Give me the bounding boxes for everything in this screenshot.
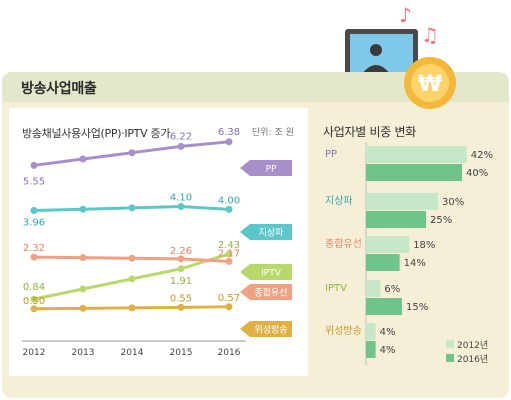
- bar-2012년: [366, 280, 381, 297]
- data-point-지상파: [128, 204, 136, 212]
- data-label: 0.57: [218, 293, 240, 304]
- data-point-종합유선: [225, 257, 233, 265]
- data-point-위성방송: [30, 305, 38, 313]
- legend-swatch: [446, 340, 454, 348]
- data-point-IPTV: [30, 295, 38, 303]
- series-tag-label: PP: [266, 165, 277, 175]
- music-note-icon: ♪ ♫: [399, 3, 439, 47]
- legend-swatch: [446, 354, 454, 362]
- data-point-IPTV: [177, 265, 185, 273]
- data-label: 1.91: [170, 276, 192, 287]
- bar-chart-title: 사업자별 비중 변화: [323, 125, 416, 139]
- series-tag-label: 종합유선: [254, 288, 287, 299]
- data-label: 2.43: [218, 240, 240, 251]
- data-point-PP: [30, 161, 38, 169]
- bar-2012년: [366, 236, 410, 253]
- page-title: 방송사업매출: [21, 81, 97, 97]
- series-tag-IPTV: [240, 264, 292, 280]
- line-chart-title: 방송채널사용사업(PP)·IPTV 증가: [22, 127, 171, 140]
- data-point-지상파: [177, 203, 185, 211]
- series-tag-위성방송: [240, 321, 292, 337]
- data-point-종합유선: [79, 254, 87, 262]
- data-point-종합유선: [30, 253, 38, 261]
- legend-label: 2016년: [457, 354, 488, 365]
- data-label: 6.38: [218, 127, 240, 138]
- category-label: 지상파: [325, 195, 353, 207]
- data-point-IPTV: [225, 250, 233, 258]
- data-label: 0.55: [170, 293, 192, 304]
- svg-text:♪: ♪: [399, 3, 412, 27]
- bar-value-label: 25%: [430, 215, 452, 226]
- bar-value-label: 30%: [442, 197, 464, 208]
- data-point-PP: [79, 155, 87, 163]
- bar-value-label: 4%: [380, 345, 396, 356]
- series-tag-label: IPTV: [261, 269, 282, 279]
- data-label: 4.00: [218, 195, 240, 206]
- bar-value-label: 40%: [466, 168, 488, 179]
- series-tag-label: 위성방송: [254, 325, 287, 336]
- bar-2016년: [366, 298, 402, 315]
- bar-2012년: [366, 323, 376, 340]
- svg-text:♫: ♫: [421, 23, 439, 47]
- x-tick-label: 2015: [170, 348, 193, 358]
- tv-icon: [345, 29, 418, 92]
- series-tag-지상파: [240, 224, 292, 240]
- category-label: IPTV: [325, 283, 347, 294]
- bar-2016년: [366, 211, 426, 228]
- x-tick-label: 2012: [23, 348, 46, 358]
- data-label: 0.50: [23, 296, 45, 307]
- data-point-PP: [225, 138, 233, 146]
- data-point-PP: [177, 142, 185, 150]
- data-label: 0.84: [23, 282, 45, 293]
- category-label: 위성방송: [325, 324, 362, 337]
- bar-2012년: [366, 146, 467, 163]
- svg-text:₩: ₩: [418, 72, 442, 97]
- data-label: 2.17: [218, 248, 240, 259]
- data-point-지상파: [79, 205, 87, 213]
- data-label: 2.32: [23, 243, 45, 254]
- data-label: 5.55: [23, 176, 45, 187]
- data-point-지상파: [225, 205, 233, 213]
- bar-2016년: [366, 341, 376, 358]
- bar-value-label: 14%: [404, 258, 426, 269]
- bar-value-label: 4%: [380, 327, 396, 338]
- data-point-지상파: [30, 207, 38, 215]
- data-point-위성방송: [79, 304, 87, 312]
- data-point-IPTV: [79, 285, 87, 293]
- data-point-위성방송: [177, 303, 185, 311]
- bar-2016년: [366, 164, 462, 181]
- bar-value-label: 42%: [471, 150, 493, 161]
- legend-label: 2012년: [457, 340, 488, 351]
- data-label: 2.26: [170, 246, 192, 257]
- bar-2016년: [366, 254, 400, 271]
- x-tick-label: 2016: [218, 348, 241, 358]
- series-tag-label: 지상파: [259, 228, 285, 239]
- bar-2012년: [366, 193, 438, 210]
- series-tag-종합유선: [240, 284, 292, 300]
- bar-value-label: 15%: [406, 302, 428, 313]
- data-point-IPTV: [128, 275, 136, 283]
- line-chart-unit: 단위: 조 원: [252, 128, 294, 138]
- x-tick-label: 2014: [121, 348, 144, 358]
- category-label: 종합유선: [325, 238, 362, 250]
- series-tag-PP: [240, 160, 292, 176]
- category-label: PP: [325, 149, 337, 160]
- bar-value-label: 6%: [384, 284, 400, 295]
- x-tick-label: 2013: [72, 348, 95, 358]
- won-coin-icon: ₩: [404, 57, 456, 109]
- data-point-PP: [128, 149, 136, 157]
- bar-value-label: 18%: [413, 240, 435, 251]
- data-point-종합유선: [177, 255, 185, 263]
- data-label: 6.22: [170, 131, 192, 142]
- data-label: 4.10: [170, 193, 192, 204]
- data-point-종합유선: [128, 254, 136, 262]
- data-label: 3.96: [23, 218, 45, 229]
- data-point-위성방송: [225, 303, 233, 311]
- data-point-위성방송: [128, 304, 136, 312]
